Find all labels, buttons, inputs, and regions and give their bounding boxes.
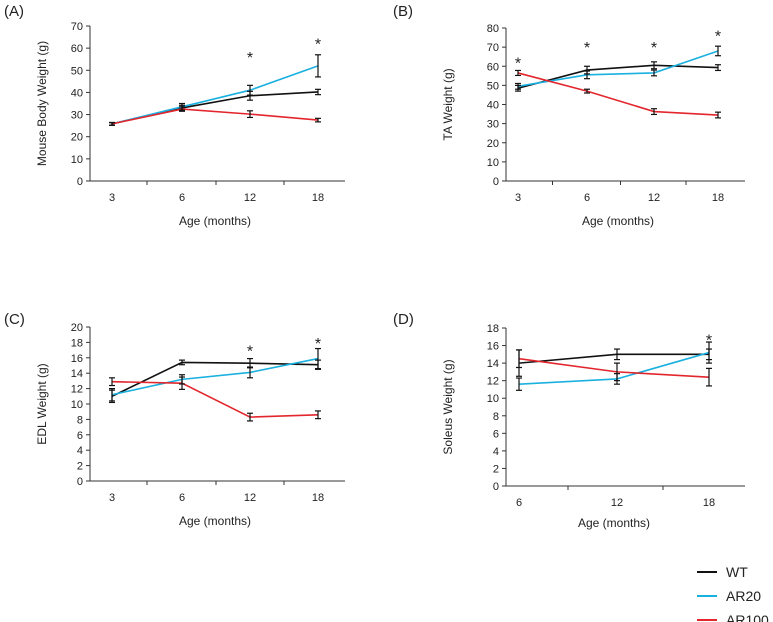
y-tick-label: 40 (487, 100, 499, 112)
y-tick-label: 14 (71, 368, 83, 380)
y-tick-label: 20 (487, 138, 499, 150)
x-axis-title: Age (months) (578, 516, 650, 530)
x-tick-label: 12 (648, 192, 660, 204)
y-tick-label: 70 (487, 42, 499, 54)
significance-marker: * (247, 50, 253, 67)
legend-label-wt: WT (726, 564, 748, 580)
significance-marker: * (715, 29, 721, 46)
y-tick-label: 20 (71, 322, 83, 334)
x-tick-label: 18 (312, 192, 324, 204)
y-tick-label: 4 (493, 446, 499, 458)
y-tick-label: 0 (493, 176, 499, 188)
x-tick-label: 12 (611, 497, 623, 509)
y-axis-title: EDL Weight (g) (35, 363, 49, 444)
significance-marker: * (706, 333, 712, 350)
x-axis-title: Age (months) (179, 214, 251, 228)
series-line-wt (111, 361, 319, 398)
y-tick-label: 18 (71, 337, 83, 349)
y-axis-title: Soleus Weight (g) (441, 359, 455, 454)
legend: WT AR20 AR100 (697, 564, 769, 622)
x-axis-title: Age (months) (179, 514, 251, 528)
y-tick-label: 8 (77, 414, 83, 426)
panel-label: (A) (4, 3, 24, 20)
legend-label-ar20: AR20 (726, 588, 761, 604)
y-tick-label: 50 (487, 80, 499, 92)
y-tick-label: 12 (71, 384, 83, 396)
y-tick-label: 20 (71, 132, 83, 144)
series-line-ar100 (517, 72, 719, 116)
series-line-ar100 (111, 108, 319, 125)
y-tick-label: 8 (493, 411, 499, 423)
series-line-ar20 (111, 357, 319, 396)
y-tick-label: 10 (487, 157, 499, 169)
y-tick-label: 6 (493, 428, 499, 440)
x-tick-label: 6 (516, 497, 522, 509)
series-line-ar20 (517, 50, 719, 88)
x-tick-label: 12 (244, 492, 256, 504)
panel-label: (D) (393, 311, 414, 328)
y-tick-label: 10 (71, 154, 83, 166)
significance-marker: * (315, 336, 321, 353)
x-tick-label: 6 (584, 192, 590, 204)
y-tick-label: 30 (487, 119, 499, 131)
y-tick-label: 0 (77, 176, 83, 188)
y-tick-label: 4 (77, 445, 83, 457)
series-line-ar20 (518, 351, 710, 385)
y-tick-label: 0 (77, 476, 83, 488)
x-tick-label: 6 (179, 492, 185, 504)
series-line-wt (111, 91, 319, 125)
significance-marker: * (584, 40, 590, 57)
y-tick-label: 50 (71, 65, 83, 77)
y-tick-label: 18 (487, 323, 499, 335)
chart-panel-4: (D) 0 2 4 6 8 10 12 14 16 18 6 12 18 Soleus Weight (g)… (393, 311, 745, 530)
series-line-wt (517, 64, 719, 90)
panel-label: (B) (393, 3, 413, 20)
y-tick-label: 10 (71, 399, 83, 411)
y-axis-title: TA Weight (g) (441, 68, 455, 140)
y-tick-label: 2 (77, 461, 83, 473)
y-tick-label: 16 (71, 353, 83, 365)
chart-panel-2: (B) 0 10 20 30 40 50 60 70 80 3 6 12 18 TA Weight (g) A… (393, 3, 745, 228)
y-tick-label: 12 (487, 376, 499, 388)
chart-panel-3: (C) 0 2 4 6 8 10 12 14 16 18 20 3 6 12 18 EDL Weight (g)… (4, 311, 345, 528)
y-tick-label: 14 (487, 358, 499, 370)
significance-marker: * (247, 344, 253, 361)
y-tick-label: 2 (493, 463, 499, 475)
panel-label: (C) (4, 311, 25, 328)
y-tick-label: 6 (77, 430, 83, 442)
x-tick-label: 3 (109, 192, 115, 204)
x-axis-title: Age (months) (582, 214, 654, 228)
y-tick-label: 60 (71, 43, 83, 55)
chart-panel-1: (A) 0 10 20 30 40 50 60 70 3 6 12 18 Mouse Body Weigh… (4, 3, 345, 228)
y-tick-label: 16 (487, 341, 499, 353)
x-tick-label: 18 (712, 192, 724, 204)
series-line-ar20 (111, 65, 319, 125)
y-tick-label: 40 (71, 87, 83, 99)
x-tick-label: 18 (312, 492, 324, 504)
y-tick-label: 70 (71, 21, 83, 33)
y-axis-title: Mouse Body Weight (g) (35, 41, 49, 166)
x-tick-label: 18 (703, 497, 715, 509)
y-tick-label: 80 (487, 23, 499, 35)
series-line-ar100 (111, 380, 319, 418)
x-tick-label: 3 (515, 192, 521, 204)
x-tick-label: 6 (179, 192, 185, 204)
y-tick-label: 60 (487, 61, 499, 73)
y-tick-label: 30 (71, 110, 83, 122)
legend-label-ar100: AR100 (726, 612, 769, 622)
x-tick-label: 3 (109, 492, 115, 504)
y-tick-label: 0 (493, 481, 499, 493)
significance-marker: * (315, 37, 321, 54)
significance-marker: * (651, 40, 657, 57)
significance-marker: * (515, 56, 521, 73)
y-tick-label: 10 (487, 393, 499, 405)
x-tick-label: 12 (244, 192, 256, 204)
